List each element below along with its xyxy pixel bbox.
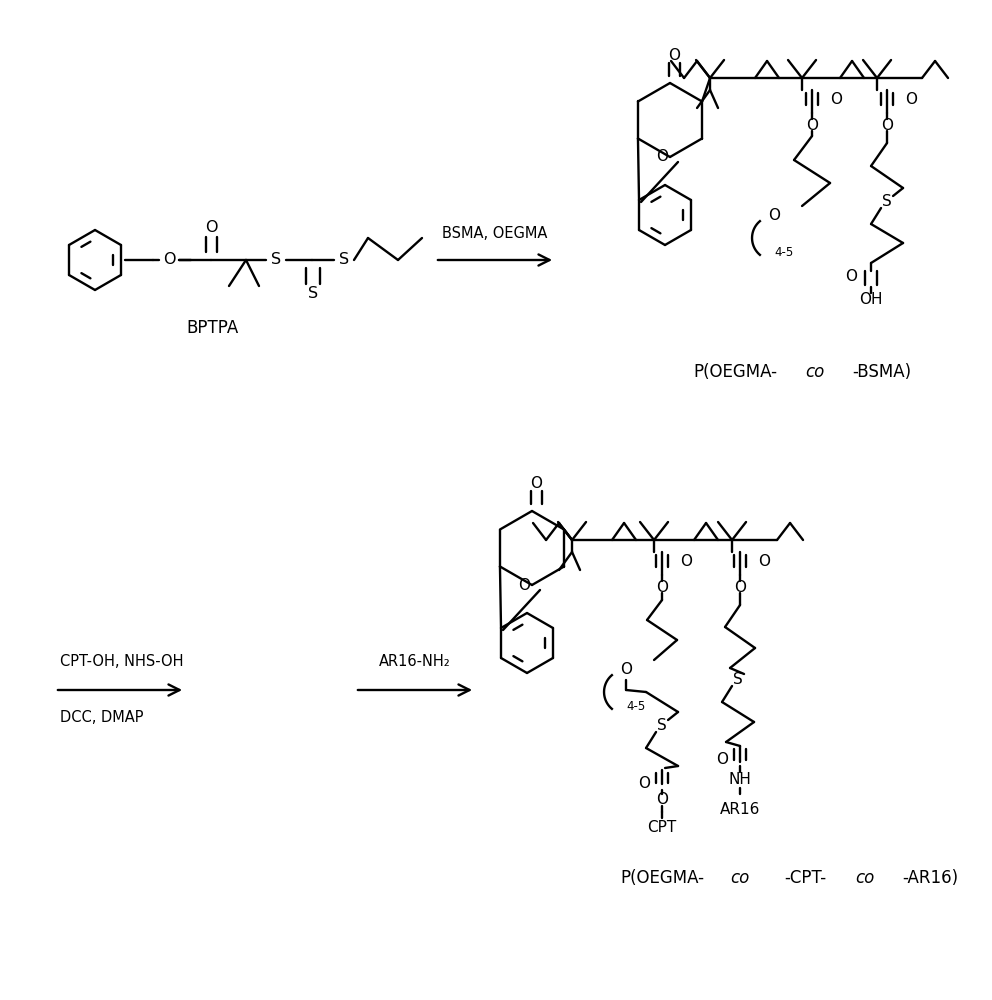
- Text: co: co: [806, 363, 824, 381]
- Text: O: O: [758, 554, 770, 570]
- Text: O: O: [668, 48, 680, 64]
- Text: P(OEGMA-: P(OEGMA-: [620, 869, 704, 887]
- Text: O: O: [768, 208, 780, 223]
- Text: S: S: [657, 718, 667, 734]
- Text: 4-5: 4-5: [626, 700, 646, 714]
- Text: O: O: [681, 554, 692, 570]
- Text: O: O: [638, 776, 650, 792]
- Text: O: O: [163, 252, 176, 267]
- Text: S: S: [733, 672, 743, 688]
- Text: 4-5: 4-5: [775, 246, 794, 259]
- Text: NH: NH: [728, 772, 752, 788]
- Text: S: S: [308, 286, 318, 300]
- Text: O: O: [530, 477, 542, 491]
- Text: DCC, DMAP: DCC, DMAP: [60, 710, 144, 726]
- Text: S: S: [271, 252, 281, 267]
- Text: co: co: [730, 869, 750, 887]
- Text: O: O: [656, 149, 668, 164]
- Text: O: O: [656, 793, 668, 808]
- Text: O: O: [905, 93, 917, 107]
- Text: BSMA, OEGMA: BSMA, OEGMA: [442, 226, 548, 240]
- Text: OH: OH: [859, 292, 883, 307]
- Text: AR16: AR16: [720, 802, 760, 818]
- Text: O: O: [845, 269, 857, 284]
- Text: O: O: [656, 580, 668, 594]
- Text: P(OEGMA-: P(OEGMA-: [693, 363, 777, 381]
- Text: S: S: [339, 252, 349, 267]
- Text: BPTPA: BPTPA: [186, 319, 238, 337]
- Text: CPT: CPT: [648, 820, 677, 836]
- Text: AR16-NH₂: AR16-NH₂: [379, 654, 451, 670]
- Text: O: O: [716, 753, 728, 768]
- Text: -AR16): -AR16): [902, 869, 958, 887]
- Text: O: O: [881, 117, 893, 132]
- Text: O: O: [620, 663, 632, 678]
- Text: O: O: [806, 117, 818, 132]
- Text: -BSMA): -BSMA): [852, 363, 912, 381]
- Text: O: O: [204, 220, 217, 235]
- Text: O: O: [518, 578, 530, 592]
- Text: S: S: [882, 194, 892, 210]
- Text: O: O: [734, 580, 746, 594]
- Text: -CPT-: -CPT-: [784, 869, 826, 887]
- Text: CPT-OH, NHS-OH: CPT-OH, NHS-OH: [60, 654, 184, 670]
- Text: O: O: [830, 93, 842, 107]
- Text: co: co: [855, 869, 875, 887]
